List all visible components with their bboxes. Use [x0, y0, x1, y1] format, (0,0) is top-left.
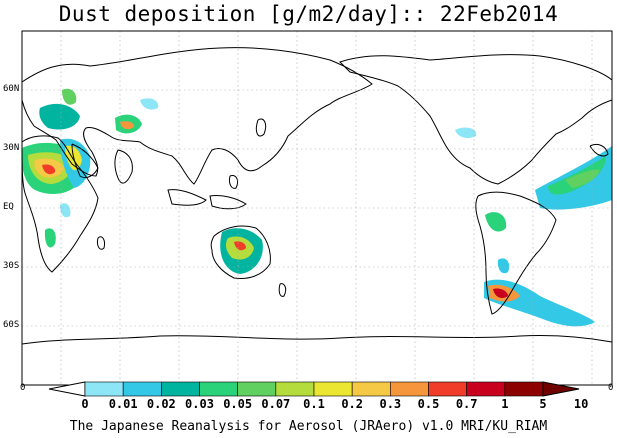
colorbar-left-triangle — [48, 381, 86, 397]
colorbar-box — [122, 381, 162, 397]
colorbar-box — [199, 381, 238, 397]
lat-label-30n: 30N — [3, 143, 20, 153]
colorbar-tick-label: 0.5 — [417, 397, 440, 411]
colorbar-box — [275, 381, 315, 397]
colorbar-box — [504, 381, 544, 397]
colorbar-tick-label: 0.1 — [303, 397, 325, 411]
colorbar-box — [466, 381, 506, 397]
colorbar-left-end-label: 0 — [20, 383, 26, 393]
colorbar-tick-label: 0.2 — [341, 397, 363, 411]
colorbar-box — [351, 381, 391, 397]
colorbar-box — [237, 381, 277, 397]
colorbar-tick-label: 0.05 — [223, 397, 253, 411]
colorbar-box — [428, 381, 467, 397]
colorbar-tick-label: 0.02 — [146, 397, 176, 411]
colorbar-tick-label: 0.03 — [185, 397, 214, 411]
credit-line: The Japanese Reanalysis for Aerosol (JRA… — [69, 419, 548, 434]
coastlines — [21, 47, 613, 345]
graticule — [22, 31, 612, 385]
map-frame — [21, 30, 613, 386]
colorbar-box — [390, 381, 429, 397]
map-title: Dust deposition [g/m2/day]:: 22Feb2014 — [58, 2, 559, 26]
colorbar-box — [161, 381, 200, 397]
colorbar-right-triangle — [542, 381, 580, 397]
colorbar-right-end-label: 0 — [608, 383, 614, 393]
lat-label-60n: 60N — [3, 84, 20, 94]
colorbar-box — [84, 381, 124, 397]
colorbar-tick-label: 0.3 — [379, 397, 402, 411]
dust-shading — [21, 88, 612, 327]
lat-label-eq: EQ — [3, 202, 14, 212]
colorbar-tick-label: 1 — [501, 397, 509, 411]
colorbar-tick-label: 5 — [539, 397, 547, 411]
colorbar-tick-label: 0.01 — [108, 397, 138, 411]
colorbar-tick-label: 0.7 — [455, 397, 478, 411]
colorbar-tick-label: 0 — [81, 397, 89, 411]
lat-label-30s: 30S — [3, 261, 20, 271]
colorbar-tick-label: 0.07 — [261, 397, 291, 411]
colorbar-box — [313, 381, 353, 397]
colorbar-tick-label: 10 — [573, 397, 589, 411]
lat-label-60s: 60S — [3, 320, 20, 330]
colorbar — [48, 381, 580, 397]
